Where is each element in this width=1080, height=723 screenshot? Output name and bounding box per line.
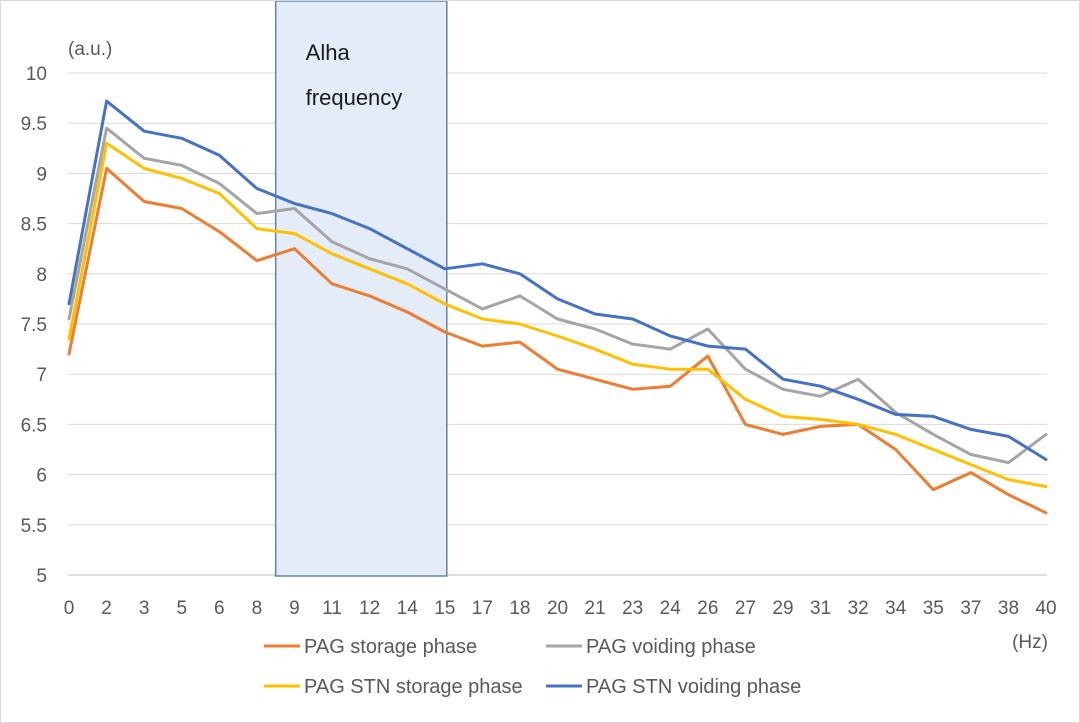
series-line (67, 126, 1048, 465)
x-tick-label: 34 (885, 598, 907, 619)
y-tick-label: 7 (36, 365, 47, 386)
y-unit-label: (a.u.) (68, 39, 112, 60)
y-tick-label: 9 (36, 164, 47, 185)
x-unit-label: (Hz) (1012, 632, 1048, 653)
annotation-label: Alha (306, 40, 351, 65)
x-tick-label: 26 (697, 598, 718, 619)
x-tick-label: 18 (509, 598, 530, 619)
x-tick-label: 0 (64, 598, 75, 619)
x-tick-label: 15 (434, 598, 455, 619)
legend-label: PAG voiding phase (586, 636, 756, 658)
legend: PAG storage phase PAG voiding phase PAG ST… (264, 636, 801, 698)
y-tick-label: 10 (26, 64, 47, 85)
x-tick-label: 12 (359, 598, 380, 619)
x-tick-label: 32 (848, 598, 869, 619)
x-tick-label: 21 (585, 598, 606, 619)
x-tick-label: 37 (960, 598, 981, 619)
x-tick-label: 29 (772, 598, 793, 619)
x-tick-label: 40 (1035, 598, 1056, 619)
annotation-label: frequency (306, 85, 403, 110)
x-tick-label: 23 (622, 598, 643, 619)
x-tick-label: 38 (998, 598, 1019, 619)
x-tick-label: 24 (660, 598, 682, 619)
x-tick-label: 35 (923, 598, 944, 619)
series-lines (67, 99, 1048, 515)
y-tick-label: 6.5 (21, 415, 47, 436)
x-axis: 0 2 3 5 6 8 9 11 12 14 15 17 18 20 21 23 24 26 27 29 31 32 34 3… (64, 598, 1057, 619)
x-tick-label: 31 (810, 598, 831, 619)
x-tick-label: 20 (547, 598, 568, 619)
x-tick-label: 5 (176, 598, 187, 619)
x-tick-label: 11 (322, 598, 342, 619)
x-tick-label: 14 (397, 598, 419, 619)
series-line (67, 141, 1048, 489)
x-tick-label: 8 (252, 598, 263, 619)
y-tick-label: 6 (36, 466, 47, 487)
x-tick-label: 2 (101, 598, 112, 619)
legend-label: PAG storage phase (304, 636, 477, 658)
alpha-frequency-region: Alha frequency (274, 1, 448, 577)
gridlines (68, 72, 1047, 576)
y-tick-label: 5.5 (21, 516, 47, 537)
x-tick-label: 17 (472, 598, 493, 619)
legend-label: PAG STN voiding phase (586, 676, 801, 698)
series-line (67, 99, 1048, 461)
series-line (67, 166, 1048, 515)
x-tick-label: 9 (289, 598, 300, 619)
y-tick-label: 5 (36, 566, 47, 587)
legend-label: PAG STN storage phase (304, 676, 523, 698)
y-tick-label: 8.5 (21, 215, 47, 236)
y-tick-label: 9.5 (21, 114, 47, 135)
y-axis: 5 5.5 6 6.5 7 7.5 8 8.5 9 9.5 10 (21, 64, 47, 587)
x-tick-label: 6 (214, 598, 225, 619)
y-tick-label: 8 (36, 265, 47, 286)
x-tick-label: 3 (139, 598, 150, 619)
x-tick-label: 27 (735, 598, 756, 619)
y-tick-label: 7.5 (21, 315, 47, 336)
